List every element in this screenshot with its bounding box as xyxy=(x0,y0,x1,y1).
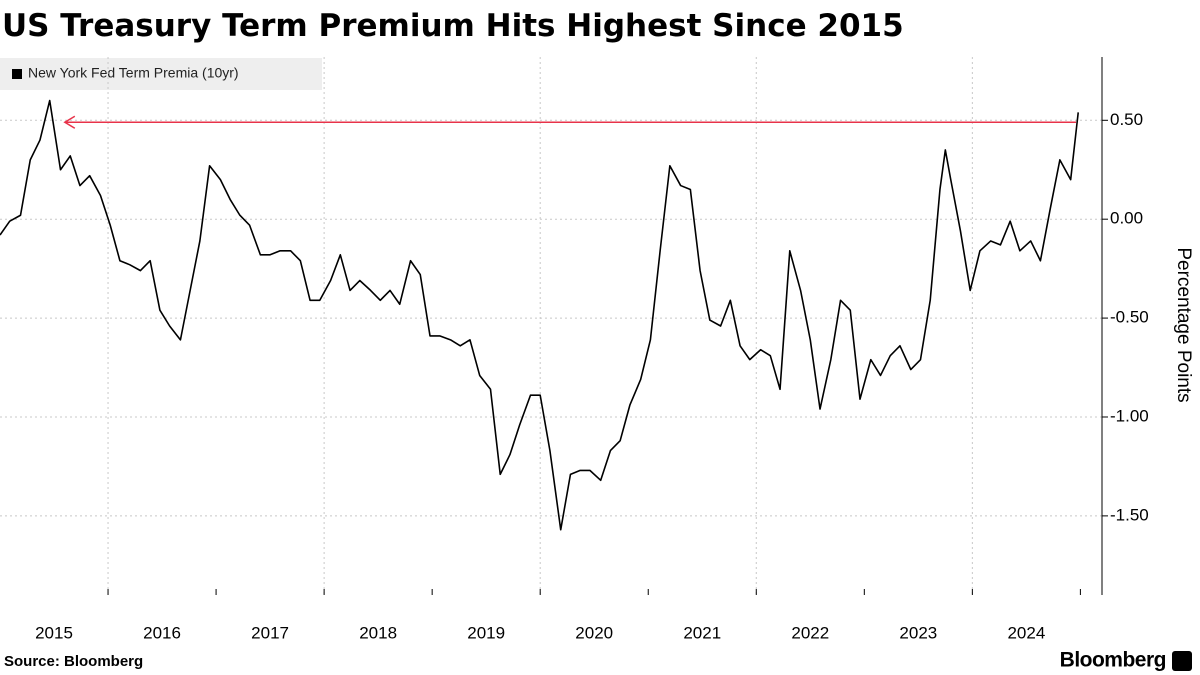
data-line xyxy=(0,99,1080,531)
y-tick-label: -1.00 xyxy=(1110,406,1149,425)
brand: Bloomberg xyxy=(1060,649,1166,672)
y-tick-label: 0.00 xyxy=(1110,209,1143,228)
x-tick-label: 2019 xyxy=(467,623,505,642)
chart-title: US Treasury Term Premium Hits Highest Si… xyxy=(2,8,904,44)
x-tick-label: 2015 xyxy=(35,623,73,642)
x-tick-label: 2020 xyxy=(575,623,613,642)
x-tick-label: 2016 xyxy=(143,623,181,642)
y-tick-label: 0.50 xyxy=(1110,110,1143,129)
y-axis-title: Percentage Points xyxy=(1173,247,1194,402)
legend-label: New York Fed Term Premia (10yr) xyxy=(28,65,239,81)
legend-box xyxy=(0,58,322,90)
x-tick-label: 2023 xyxy=(899,623,937,642)
y-tick-label: -0.50 xyxy=(1110,308,1149,327)
x-tick-label: 2022 xyxy=(791,623,829,642)
x-tick-label: 2017 xyxy=(251,623,289,642)
legend-swatch xyxy=(12,69,22,79)
x-tick-label: 2018 xyxy=(359,623,397,642)
x-tick-label: 2021 xyxy=(683,623,721,642)
brand-icon xyxy=(1172,651,1192,671)
x-tick-label: 2024 xyxy=(1007,623,1045,642)
arrow-head xyxy=(63,115,76,129)
y-tick-label: -1.50 xyxy=(1110,505,1149,524)
source: Source: Bloomberg xyxy=(4,653,143,670)
